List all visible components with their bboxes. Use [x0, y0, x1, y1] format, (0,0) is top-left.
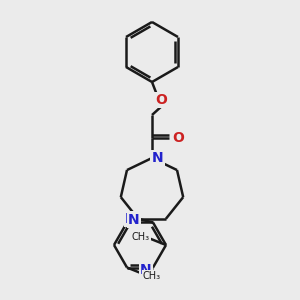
Text: N: N [140, 262, 152, 277]
Text: N: N [152, 151, 164, 165]
Text: CH₃: CH₃ [132, 232, 150, 242]
Text: N: N [151, 153, 163, 167]
Text: O: O [155, 93, 167, 107]
Text: CH₃: CH₃ [143, 271, 161, 281]
Text: N: N [124, 212, 136, 226]
Text: O: O [172, 131, 184, 145]
Text: N: N [128, 214, 140, 227]
